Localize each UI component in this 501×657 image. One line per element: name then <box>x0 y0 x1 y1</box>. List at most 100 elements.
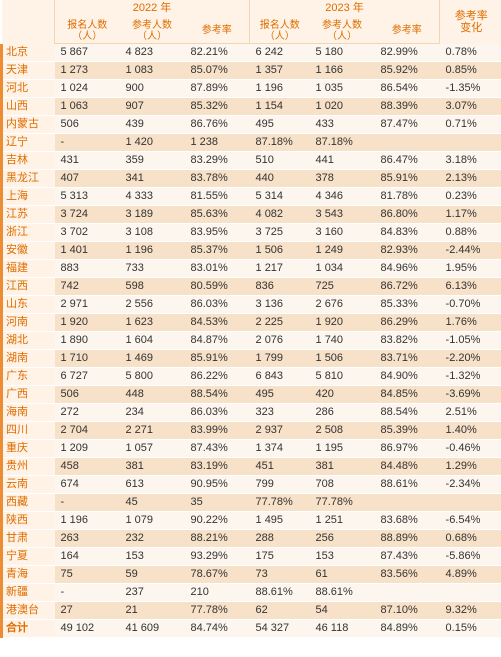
cell-2023-rate: 87.10% <box>375 602 440 620</box>
cell-2022-take: 1 469 <box>120 350 185 368</box>
table-row: 贵州45838183.19%45138184.48%1.29% <box>2 458 501 476</box>
cell-2022-rate: 83.99% <box>185 422 250 440</box>
cell-delta: -0.70% <box>440 296 501 314</box>
cell-2023-reg: 4 082 <box>250 206 310 224</box>
header-col-1: 参考人数（人） <box>120 17 185 44</box>
cell-2023-rate: 85.91% <box>375 170 440 188</box>
cell-2023-reg: 495 <box>250 386 310 404</box>
cell-2023-take: 378 <box>310 170 375 188</box>
row-name: 山西 <box>2 98 55 116</box>
cell-2023-take: 153 <box>310 548 375 566</box>
cell-2023-reg: 87.18% <box>250 134 310 152</box>
cell-2022-take: 359 <box>120 152 185 170</box>
cell-2022-take: 598 <box>120 278 185 296</box>
table-row: 陕西1 1961 07990.22%1 4951 25183.68%-6.54% <box>2 512 501 530</box>
header-col-4: 参考人数（人） <box>310 17 375 44</box>
cell-2023-rate: 87.43% <box>375 548 440 566</box>
row-name: 安徽 <box>2 242 55 260</box>
cell-2023-take: 1 166 <box>310 62 375 80</box>
cell-2022-take: 733 <box>120 260 185 278</box>
cell-delta: -2.20% <box>440 350 501 368</box>
cell-delta: -6.54% <box>440 512 501 530</box>
table-row: 山西1 06390785.32%1 1541 02088.39%3.07% <box>2 98 501 116</box>
table-row: 河南1 9201 62384.53%2 2251 92086.29%1.76% <box>2 314 501 332</box>
cell-2023-take: 88.61% <box>310 584 375 602</box>
cell-2022-take: 41 609 <box>120 620 185 638</box>
cell-2023-reg: 440 <box>250 170 310 188</box>
cell-2022-take: 21 <box>120 602 185 620</box>
cell-2022-take: 3 189 <box>120 206 185 224</box>
cell-2022-rate: 83.95% <box>185 224 250 242</box>
cell-delta: 0.88% <box>440 224 501 242</box>
table-row: 广西50644888.54%49542084.85%-3.69% <box>2 386 501 404</box>
cell-2022-take: 59 <box>120 566 185 584</box>
cell-2022-rate: 88.21% <box>185 530 250 548</box>
cell-2022-take: 1 196 <box>120 242 185 260</box>
row-name: 四川 <box>2 422 55 440</box>
cell-2022-reg: 1 196 <box>55 512 120 530</box>
table-row: 重庆1 2091 05787.43%1 3741 19586.97%-0.46% <box>2 440 501 458</box>
row-name: 黑龙江 <box>2 170 55 188</box>
cell-2023-reg: 323 <box>250 404 310 422</box>
cell-delta: 6.13% <box>440 278 501 296</box>
cell-2023-reg: 495 <box>250 116 310 134</box>
cell-2022-take: 3 108 <box>120 224 185 242</box>
cell-2022-take: 1 604 <box>120 332 185 350</box>
cell-2023-rate <box>375 494 440 512</box>
table-row: 四川2 7042 27183.99%2 9372 50885.39%1.40% <box>2 422 501 440</box>
cell-delta <box>440 134 501 152</box>
cell-2023-take: 2 676 <box>310 296 375 314</box>
table-row: 海南27223486.03%32328688.54%2.51% <box>2 404 501 422</box>
cell-2023-reg: 1 217 <box>250 260 310 278</box>
cell-2023-rate: 84.90% <box>375 368 440 386</box>
cell-2022-take: 1 057 <box>120 440 185 458</box>
cell-2022-reg: 49 102 <box>55 620 120 638</box>
cell-2022-reg: 2 971 <box>55 296 120 314</box>
cell-delta: 1.76% <box>440 314 501 332</box>
cell-2022-reg: 1 024 <box>55 80 120 98</box>
cell-2022-reg: 3 702 <box>55 224 120 242</box>
cell-2023-rate: 85.33% <box>375 296 440 314</box>
cell-2023-rate: 88.89% <box>375 530 440 548</box>
cell-2022-reg: 407 <box>55 170 120 188</box>
row-name: 港澳台 <box>2 602 55 620</box>
cell-2023-rate: 86.47% <box>375 152 440 170</box>
table-row: 港澳台272177.78%625487.10%9.32% <box>2 602 501 620</box>
cell-delta: -2.34% <box>440 476 501 494</box>
cell-2023-rate: 88.61% <box>375 476 440 494</box>
cell-2023-reg: 1 799 <box>250 350 310 368</box>
cell-2022-rate: 90.95% <box>185 476 250 494</box>
cell-2022-rate: 83.29% <box>185 152 250 170</box>
cell-2023-rate: 86.54% <box>375 80 440 98</box>
cell-2022-take: 2 556 <box>120 296 185 314</box>
cell-2022-reg: 75 <box>55 566 120 584</box>
row-name: 云南 <box>2 476 55 494</box>
cell-2022-take: 613 <box>120 476 185 494</box>
row-name: 广西 <box>2 386 55 404</box>
table-row: 合计49 10241 60984.74%54 32746 11884.89%0.… <box>2 620 501 638</box>
cell-2023-take: 433 <box>310 116 375 134</box>
cell-2023-rate: 84.96% <box>375 260 440 278</box>
cell-2023-reg: 88.61% <box>250 584 310 602</box>
cell-2023-rate: 86.80% <box>375 206 440 224</box>
row-name: 福建 <box>2 260 55 278</box>
table-row: 西藏-453577.78%77.78% <box>2 494 501 512</box>
cell-2023-take: 1 506 <box>310 350 375 368</box>
cell-2022-reg: 3 724 <box>55 206 120 224</box>
cell-2023-rate <box>375 134 440 152</box>
cell-2022-take: 1 079 <box>120 512 185 530</box>
cell-delta: -2.44% <box>440 242 501 260</box>
cell-2023-rate: 84.85% <box>375 386 440 404</box>
cell-2023-reg: 1 506 <box>250 242 310 260</box>
cell-2023-reg: 2 076 <box>250 332 310 350</box>
table-row: 青海755978.67%736183.56%4.89% <box>2 566 501 584</box>
cell-2023-reg: 3 725 <box>250 224 310 242</box>
cell-delta <box>440 584 501 602</box>
cell-2023-rate: 86.29% <box>375 314 440 332</box>
cell-2022-take: 4 823 <box>120 44 185 62</box>
table-row: 宁夏16415393.29%17515387.43%-5.86% <box>2 548 501 566</box>
cell-2023-reg: 1 196 <box>250 80 310 98</box>
cell-2023-take: 4 346 <box>310 188 375 206</box>
cell-delta: -0.46% <box>440 440 501 458</box>
table-row: 云南67461390.95%79970888.61%-2.34% <box>2 476 501 494</box>
